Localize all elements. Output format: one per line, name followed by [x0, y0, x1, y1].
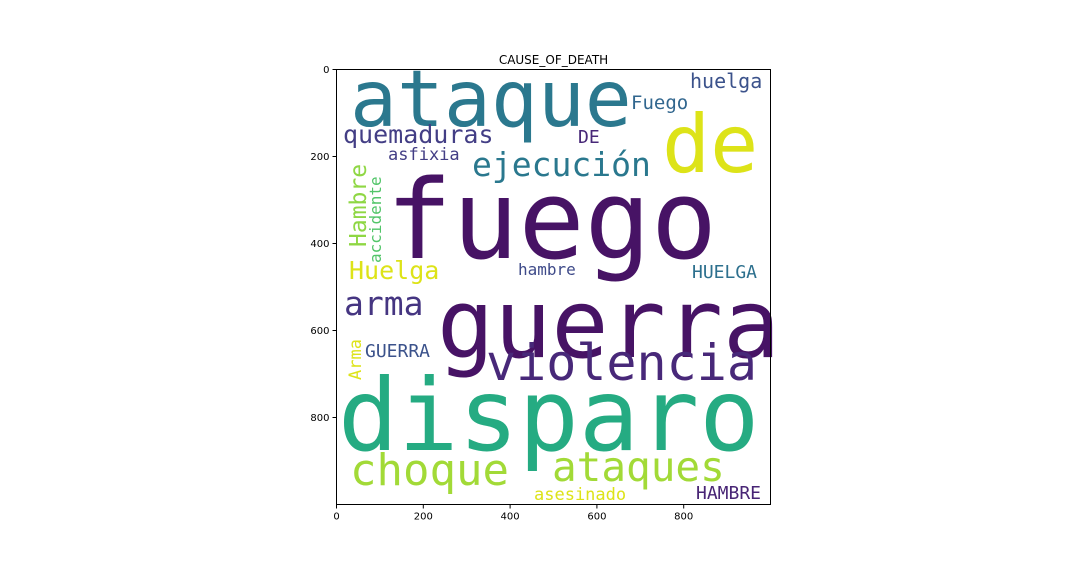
x-tick-label: 0: [333, 512, 339, 523]
word-violencia: violencia: [486, 334, 757, 392]
word-quemaduras: quemaduras: [343, 120, 494, 149]
y-tick-label: 0: [323, 65, 329, 76]
word-guerra: GUERRA: [365, 341, 430, 362]
x-axis: 0 200 400 600 800: [333, 504, 693, 523]
y-tick-label: 200: [310, 152, 329, 163]
word-hambre: hambre: [518, 260, 576, 279]
word-choque: choque: [350, 445, 509, 496]
x-tick-label: 400: [501, 512, 520, 523]
word-huelga: huelga: [690, 69, 762, 93]
word-fuego: Fuego: [631, 92, 688, 114]
word-arma: arma: [344, 284, 423, 323]
y-axis: 0 200 400 600 800: [310, 65, 337, 424]
x-tick-label: 600: [587, 512, 606, 523]
word-arma: Arma: [346, 339, 366, 380]
word-asfixia: asfixia: [388, 145, 460, 165]
y-tick-label: 400: [310, 239, 329, 250]
word-huelga: HUELGA: [692, 262, 757, 283]
word-fuego: fuego: [386, 156, 717, 284]
y-tick-label: 800: [310, 413, 329, 424]
word-hambre: Hambre: [346, 164, 372, 247]
plot-frame: [336, 69, 771, 505]
word-ataques: ataques: [552, 443, 725, 491]
x-tick-label: 200: [414, 512, 433, 523]
word-huelga: Huelga: [349, 256, 439, 285]
word-hambre: HAMBRE: [696, 483, 761, 504]
word-guerra: guerra: [437, 270, 780, 380]
y-tick-label: 600: [310, 326, 329, 337]
word-de: DE: [578, 127, 600, 148]
chart-title: CAUSE_OF_DEATH: [499, 53, 608, 67]
word-accidente: accidente: [366, 176, 385, 263]
word-de: de: [662, 98, 758, 191]
x-tick-label: 800: [674, 512, 693, 523]
word-disparo: disparo: [338, 357, 759, 474]
word-ejecuci-n: ejecución: [472, 145, 651, 184]
word-asesinado: asesinado: [534, 485, 626, 505]
